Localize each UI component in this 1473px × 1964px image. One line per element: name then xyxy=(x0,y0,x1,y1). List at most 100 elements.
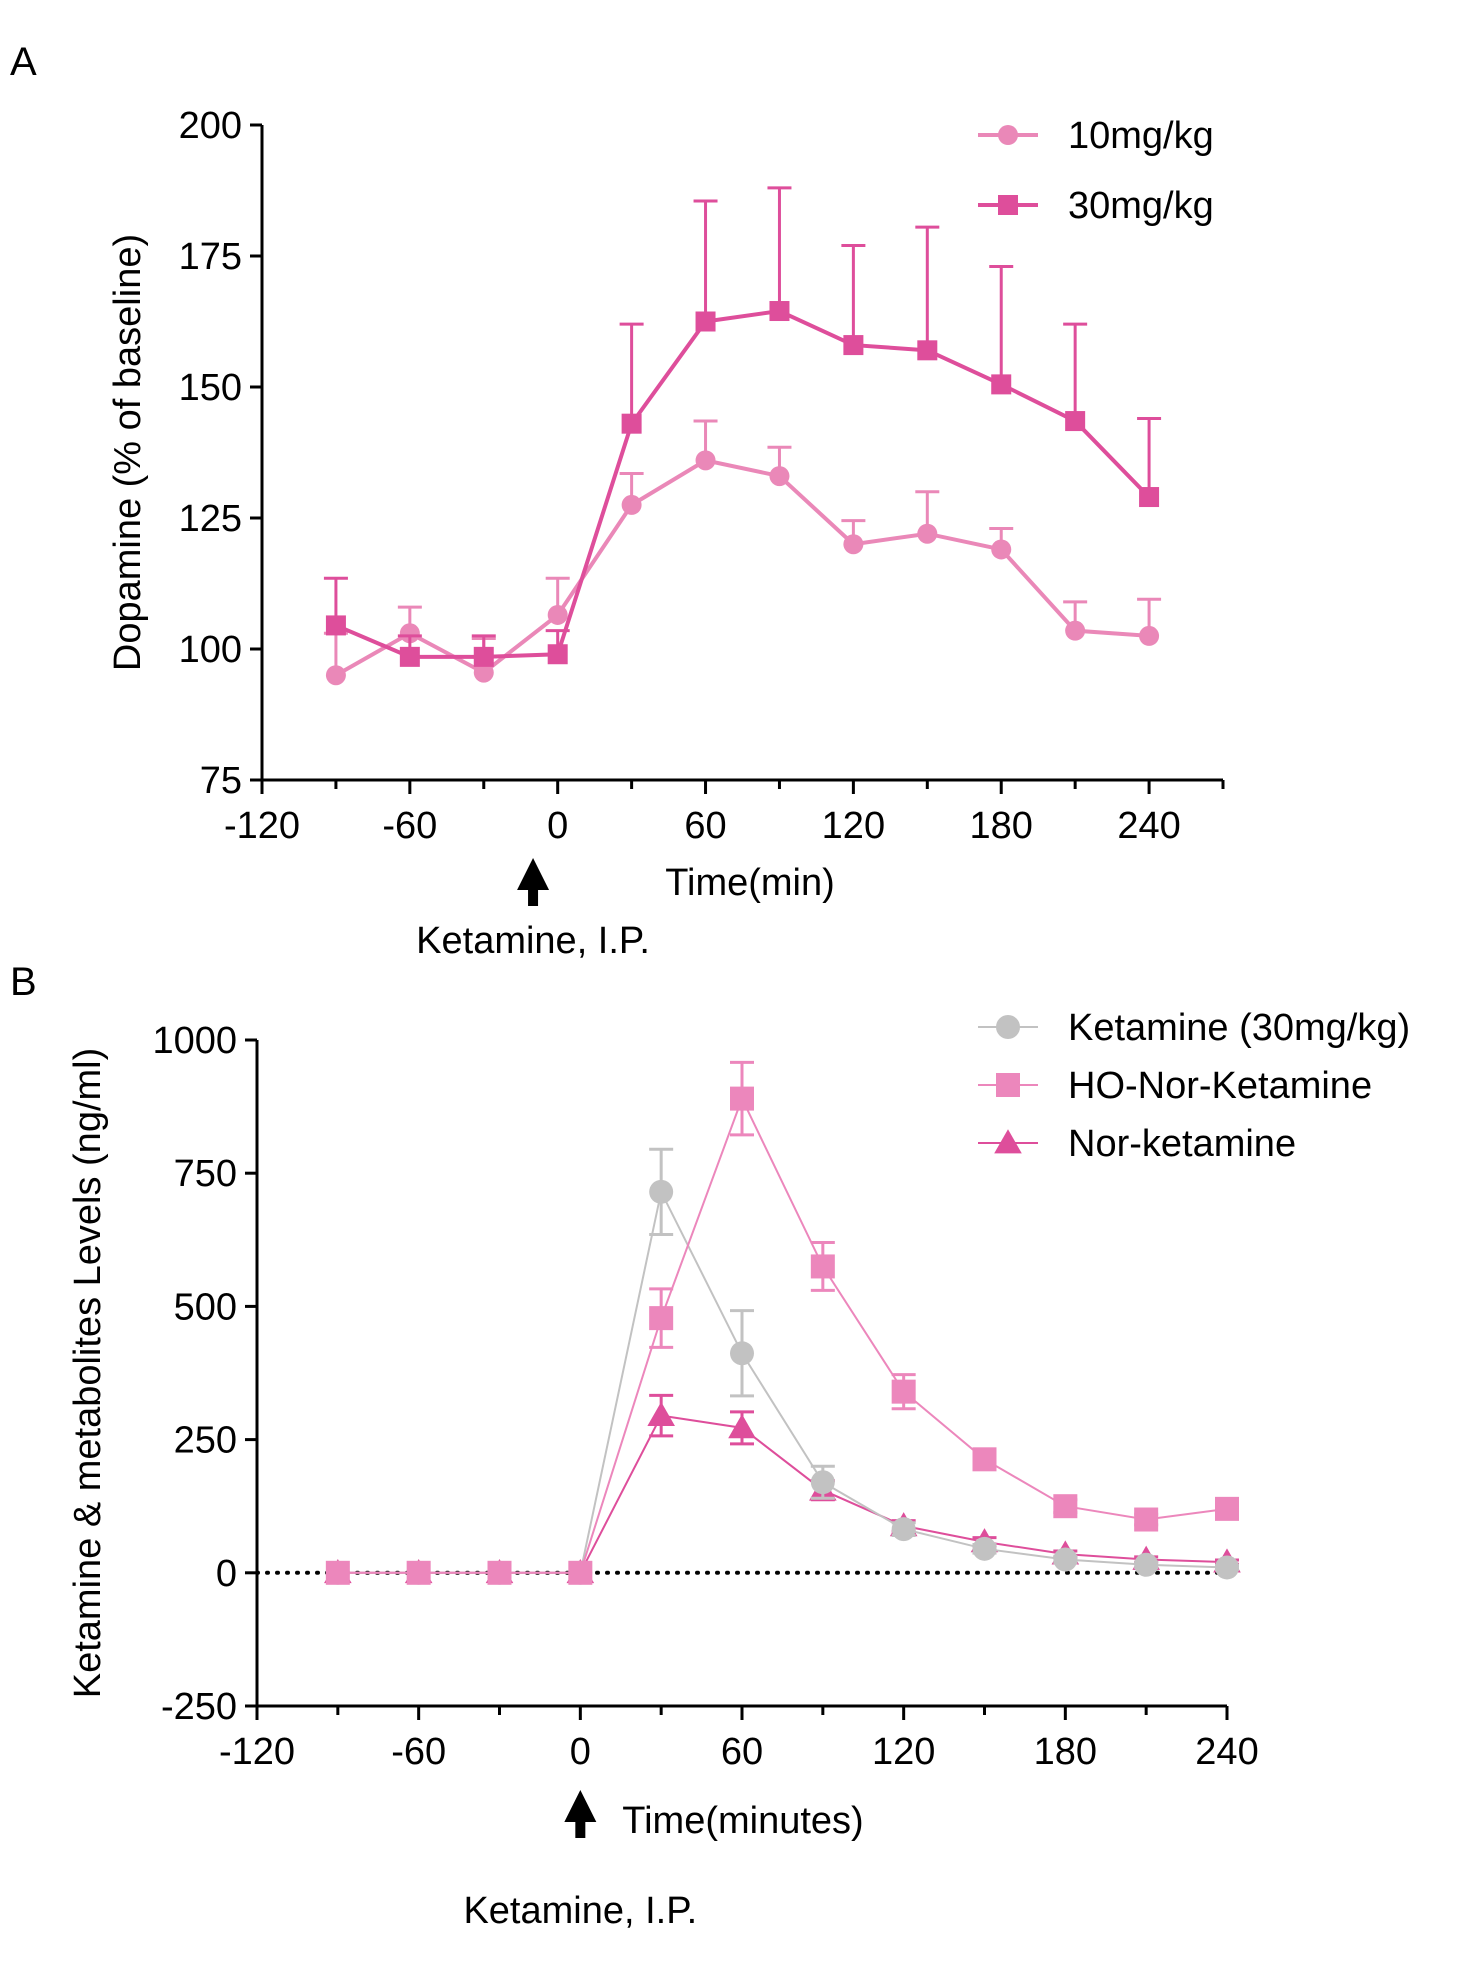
x-tick-label: 180 xyxy=(1034,1731,1097,1773)
data-point-circle xyxy=(1053,1547,1078,1572)
data-point-circle xyxy=(325,665,346,686)
data-point-square xyxy=(1139,487,1160,508)
y-tick-label: 175 xyxy=(179,236,242,278)
data-point-square xyxy=(649,1306,674,1331)
y-tick-label: 75 xyxy=(200,760,242,802)
data-point-square xyxy=(991,374,1012,395)
x-tick-label: 180 xyxy=(970,805,1033,847)
y-tick-label: 125 xyxy=(179,498,242,540)
data-point-circle xyxy=(891,1517,916,1542)
legend-marker-circle xyxy=(996,1015,1020,1039)
legend-marker-square xyxy=(996,1073,1020,1097)
data-point-square xyxy=(568,1560,593,1585)
chart-panel-b: -250 0 250 500 750 1000 -120 -60 0 60 120 180 240 Tim… xyxy=(67,1007,1410,1932)
x-tick-label: 0 xyxy=(547,805,568,847)
series-1 xyxy=(325,1060,1239,1585)
data-point-square xyxy=(399,646,420,667)
ketamine-annotation: Ketamine, I.P. xyxy=(416,920,650,962)
x-tick-label: 120 xyxy=(822,805,885,847)
data-point-square xyxy=(1065,411,1086,432)
legend-label: Nor-ketamine xyxy=(1068,1123,1296,1165)
series-line xyxy=(337,1414,1228,1574)
x-tick-label: -60 xyxy=(382,805,437,847)
data-point-circle xyxy=(810,1470,835,1495)
data-point-square xyxy=(1053,1494,1078,1519)
x-tick-label: 60 xyxy=(684,805,726,847)
data-point-square xyxy=(810,1254,835,1279)
ketamine-arrow-icon xyxy=(517,858,550,906)
data-point-circle xyxy=(1215,1555,1239,1580)
x-tick-label: -60 xyxy=(391,1731,446,1773)
data-point-square xyxy=(621,413,642,434)
y-tick-label: -250 xyxy=(161,1686,237,1728)
chart-panel-a: 75 100 125 150 175 200 -120 -60 0 60 120 180 240 Time… xyxy=(107,105,1225,962)
data-point-triangle xyxy=(728,1414,756,1439)
y-axis-title: Ketamine & metabolites Levels (ng/ml) xyxy=(67,1048,109,1699)
data-point-circle xyxy=(1139,625,1160,646)
legend-label: 30mg/kg xyxy=(1068,185,1214,227)
x-axis-title: Time(min) xyxy=(665,862,835,904)
data-point-square xyxy=(325,1560,350,1585)
x-tick-label: -120 xyxy=(219,1731,295,1773)
x-axis-title: Time(minutes) xyxy=(622,1800,863,1842)
data-point-circle xyxy=(695,450,716,471)
y-tick-label: 100 xyxy=(179,629,242,671)
y-tick-label: 250 xyxy=(174,1420,237,1462)
series-1 xyxy=(323,186,1162,667)
data-point-circle xyxy=(1134,1552,1159,1577)
legend-label: 10mg/kg xyxy=(1068,115,1214,157)
data-point-circle xyxy=(972,1536,997,1561)
legend-marker-square xyxy=(998,195,1018,215)
series-line xyxy=(337,1096,1228,1574)
data-point-circle xyxy=(991,539,1012,560)
x-tick-label: 240 xyxy=(1117,805,1180,847)
data-point-square xyxy=(891,1379,916,1404)
x-tick-label: 0 xyxy=(570,1731,591,1773)
data-point-square xyxy=(1134,1507,1159,1532)
legend-label: Ketamine (30mg/kg) xyxy=(1068,1007,1410,1049)
data-point-square xyxy=(325,615,346,636)
series-line xyxy=(337,1188,1228,1574)
x-tick-label: 60 xyxy=(721,1731,763,1773)
data-point-square xyxy=(769,301,790,322)
legend-label: HO-Nor-Ketamine xyxy=(1068,1065,1372,1107)
series-2 xyxy=(324,1393,1241,1584)
data-point-square xyxy=(843,335,864,356)
data-point-circle xyxy=(473,662,494,683)
data-point-circle xyxy=(917,523,938,544)
data-point-square xyxy=(1215,1496,1239,1521)
series-line xyxy=(335,308,1151,659)
y-tick-label: 750 xyxy=(174,1153,237,1195)
y-tick-label: 0 xyxy=(216,1553,237,1595)
legend-marker-circle xyxy=(998,125,1018,145)
data-point-circle xyxy=(547,604,568,625)
data-point-square xyxy=(730,1086,754,1111)
data-point-circle xyxy=(649,1179,674,1204)
y-tick-label: 500 xyxy=(174,1286,237,1328)
data-point-circle xyxy=(769,466,790,487)
y-tick-label: 1000 xyxy=(152,1020,237,1062)
data-point-circle xyxy=(1065,620,1086,641)
x-tick-label: 240 xyxy=(1195,1731,1258,1773)
data-point-square xyxy=(972,1447,997,1472)
data-point-circle xyxy=(621,494,642,515)
data-point-square xyxy=(695,311,716,332)
data-point-circle xyxy=(399,623,420,644)
data-point-square xyxy=(406,1560,431,1585)
y-axis-title: Dopamine (% of baseline) xyxy=(107,234,149,671)
data-point-circle xyxy=(730,1341,754,1366)
x-tick-label: 120 xyxy=(872,1731,935,1773)
data-point-square xyxy=(917,340,938,361)
series-line xyxy=(334,458,1150,677)
x-tick-label: -120 xyxy=(224,805,300,847)
data-point-triangle xyxy=(647,1401,675,1426)
panel-label-b: B xyxy=(10,960,37,1004)
data-point-square xyxy=(473,646,494,667)
panel-label-a: A xyxy=(10,40,37,84)
y-tick-label: 200 xyxy=(179,105,242,147)
data-point-circle xyxy=(843,534,864,555)
legend-marker-triangle xyxy=(994,1129,1022,1154)
series-0 xyxy=(325,1147,1239,1585)
data-point-square xyxy=(487,1560,512,1585)
